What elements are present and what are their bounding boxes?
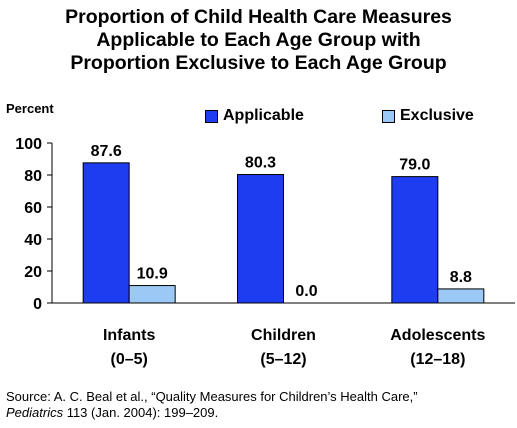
bar-applicable — [391, 176, 439, 304]
bar-applicable — [82, 162, 130, 304]
legend-label-exclusive: Exclusive — [400, 107, 474, 124]
y-tick-label: 60 — [24, 200, 42, 217]
category-range-label: (5–12) — [260, 351, 306, 368]
data-label: 0.0 — [295, 283, 317, 300]
data-label: 79.0 — [399, 157, 430, 174]
citation-detail: 113 (Jan. 2004): 199–209. — [63, 405, 219, 420]
bar-applicable — [237, 174, 284, 304]
source-note: Source: A. C. Beal et al., “Quality Meas… — [6, 389, 418, 421]
y-tick-label: 20 — [24, 264, 42, 281]
source-line-1: Source: A. C. Beal et al., “Quality Meas… — [6, 389, 418, 404]
chart-title-line: Applicable to Each Age Group with — [96, 29, 421, 51]
category-label: Adolescents — [390, 327, 485, 344]
data-label: 8.8 — [450, 269, 472, 286]
y-axis-label: Percent — [6, 101, 54, 116]
journal-name: Pediatrics — [6, 405, 64, 420]
y-tick-label: 40 — [24, 232, 42, 249]
legend-item-exclusive: Exclusive — [382, 107, 474, 125]
chart-title-line: Proportion of Child Health Care Measures — [65, 6, 452, 28]
data-label: 80.3 — [245, 155, 276, 172]
legend-swatch-applicable — [205, 109, 218, 123]
chart-title-line: Proportion Exclusive to Each Age Group — [70, 52, 447, 74]
category-label: Children — [251, 327, 316, 344]
y-tick-label: 80 — [24, 168, 42, 185]
category-range-label: (0–5) — [110, 351, 147, 368]
legend-item-applicable: Applicable — [205, 107, 304, 125]
category-range-label: (12–18) — [410, 351, 465, 368]
bar-exclusive — [128, 285, 176, 304]
legend-swatch-exclusive — [382, 109, 395, 123]
data-label: 10.9 — [137, 266, 168, 283]
chart-title: Proportion of Child Health Care Measures… — [0, 6, 517, 75]
bar-exclusive — [437, 288, 485, 304]
category-label: Infants — [103, 327, 156, 344]
legend-label-applicable: Applicable — [223, 107, 304, 124]
source-line-2: Pediatrics 113 (Jan. 2004): 199–209. — [6, 405, 418, 421]
data-label: 87.6 — [91, 143, 122, 160]
y-tick-label: 100 — [15, 136, 42, 153]
y-tick-label: 0 — [33, 296, 42, 313]
